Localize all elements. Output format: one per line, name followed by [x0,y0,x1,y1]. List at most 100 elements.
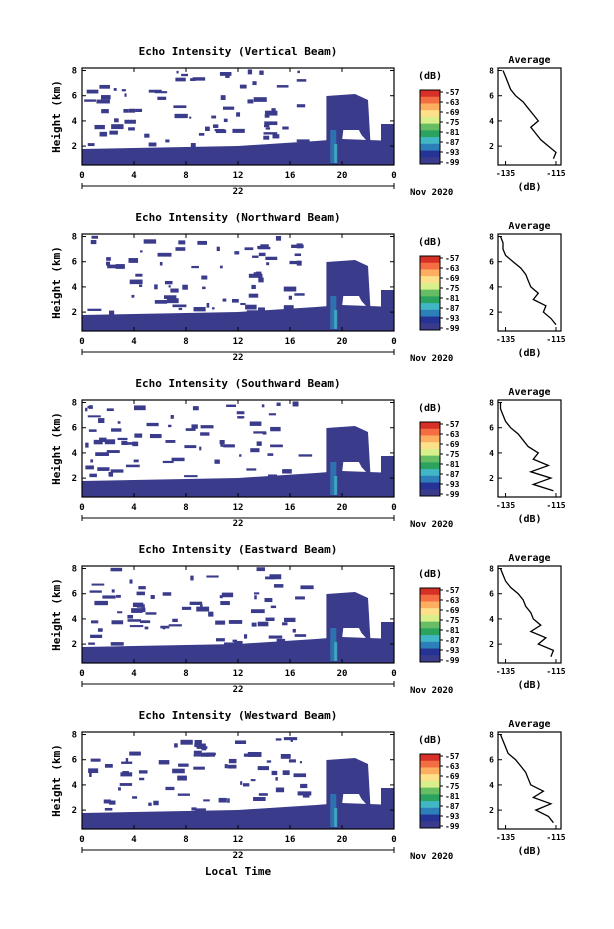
x-axis-label: Local Time [205,865,272,878]
echo-patch [234,251,240,255]
echo-patch [275,235,282,241]
panel-4: Echo Intensity (Westward Beam) 2 4 6 8 Height… [50,709,566,862]
echo-patch [117,437,128,441]
echo-patch [236,411,245,415]
echo-patch [264,597,273,603]
echo-patch [90,758,101,762]
echo-patch [247,69,253,75]
echo-patch [300,585,314,590]
average-y-tick-label: 6 [489,590,494,599]
y-tick-label: 8 [72,67,77,77]
echo-patch [276,638,286,644]
echo-patch [106,450,120,454]
echo-patch [268,474,278,478]
x-tick-label: 0 [79,171,84,181]
echo-patch [296,139,310,143]
colorbar-swatch [420,455,440,463]
echo-patch [191,265,199,269]
average-x-label: (dB) [517,182,541,193]
echo-patch [96,99,110,104]
average-y-tick-label: 2 [489,640,494,649]
echo-patch [203,799,210,802]
colorbar-swatch [420,448,440,457]
echo-patch [111,428,122,432]
echo-patch [143,239,157,244]
echo-patch [224,764,228,769]
echo-patch [182,284,188,290]
echo-patch [141,607,146,613]
colorbar-tick-label: -63 [445,264,460,273]
heatmap-echo [82,737,394,829]
colorbar-frame [419,255,441,331]
echo-patch [117,421,121,424]
colorbar-swatch [420,655,440,663]
echo-patch [247,99,254,104]
echo-convective-tower [326,94,371,163]
average-y-tick-label: 6 [489,258,494,267]
average-x-label: (dB) [517,348,541,359]
echo-patch [263,124,270,128]
y-tick-label: 6 [72,92,77,102]
colorbar-tick-label: -99 [445,822,460,831]
echo-patch [253,431,266,434]
echo-patch [124,119,136,124]
average-x-tick-label: -115 [546,501,565,510]
echo-patch [294,293,305,296]
colorbar-swatch [420,123,440,131]
colorbar-tick-label: -93 [445,480,460,489]
x-tick-label: 20 [337,171,348,181]
colorbar-swatch [420,621,440,629]
echo-patch [190,575,194,581]
echo-patch [168,424,172,428]
colorbar-swatch [420,821,440,829]
colorbar-swatch [420,641,440,650]
colorbar-tick-label: -93 [445,314,460,323]
echo-patch [94,124,105,130]
colorbar-swatch [420,780,440,789]
x-tick-label: 0 [79,835,84,845]
echo-patch [139,777,145,781]
echo-patch [190,78,196,81]
echo-patch [139,620,151,624]
x-tick-label: 0 [79,503,84,513]
colorbar-swatch [420,296,440,304]
echo-patch [168,285,171,288]
panel-3: Echo Intensity (Eastward Beam) 2 4 6 8 Height… [50,543,566,696]
colorbar-tick-label: -99 [445,490,460,499]
echo-core [330,794,337,827]
echo-low-layer [82,803,394,829]
echo-patch [192,406,199,411]
date-label: Nov 2020 [410,852,453,862]
average-y-tick-label: 6 [489,92,494,101]
echo-patch [181,606,192,610]
echo-patch [294,634,307,637]
echo-patch [178,307,183,311]
colorbar-swatch [420,262,440,270]
x-tick-label: 4 [131,503,137,513]
panel-1: Echo Intensity (Northward Beam) 2 4 6 8 Heigh… [50,211,566,364]
echo-patch [177,775,187,781]
colorbar-tick-label: -57 [445,88,460,97]
echo-patch [118,265,125,268]
echo-patch [191,807,197,811]
average-y-tick-label: 4 [489,615,494,624]
x-tick-label: 8 [183,337,188,347]
colorbar-tick-label: -75 [445,284,460,293]
echo-patch [270,605,277,609]
colorbar-tick-label: -87 [445,304,460,313]
x-tick-label: 0 [391,337,396,347]
colorbar-swatch [420,303,440,311]
colorbar-swatch [420,316,440,324]
average-profile-line [499,568,555,657]
average-frame [497,565,562,664]
average-y-tick-label: 8 [489,67,494,76]
colorbar-tick-label: -81 [445,626,460,635]
echo-patch [190,143,196,148]
echo-core [330,296,337,329]
echo-patch [262,431,267,435]
colorbar-tick-label: -81 [445,128,460,137]
colorbar-tick-label: -69 [445,108,460,117]
echo-patch [295,596,305,600]
colorbar-tick-label: -69 [445,440,460,449]
echo-patch [176,70,179,74]
